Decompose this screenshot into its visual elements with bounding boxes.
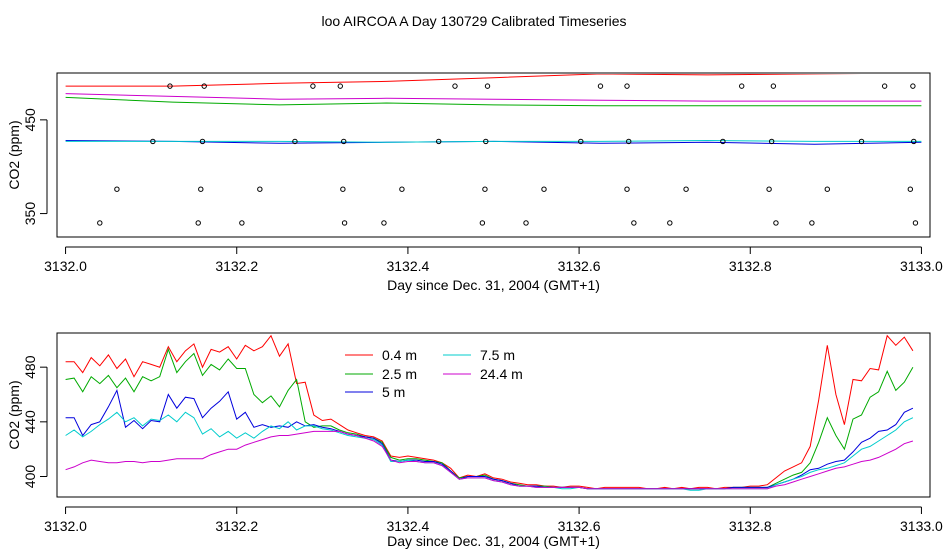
x-tick-label: 3133.0 — [900, 258, 943, 274]
scatter-point — [340, 186, 346, 192]
scatter-point — [381, 220, 387, 226]
scatter-point — [809, 220, 815, 226]
scatter-point — [337, 83, 343, 89]
y-tick-label: 480 — [22, 355, 38, 379]
scatter-point — [631, 220, 637, 226]
scatter-point — [720, 138, 726, 145]
x-tick-label: 3132.2 — [215, 518, 258, 534]
scatter-point — [292, 138, 298, 145]
plot-frame — [56, 72, 931, 238]
y-tick-label: 400 — [22, 465, 38, 489]
x-tick-label: 3132.0 — [44, 258, 87, 274]
scatter-point — [341, 220, 348, 226]
scatter-point — [907, 186, 914, 192]
legend-label: 2.5 m — [382, 366, 417, 382]
scatter-point — [541, 186, 547, 192]
series-line — [65, 139, 922, 143]
x-tick-label: 3132.8 — [729, 518, 772, 534]
scatter-point — [199, 138, 206, 145]
scatter-point — [483, 138, 489, 145]
plot-frame — [56, 332, 931, 498]
x-axis-label: Day since Dec. 31, 2004 (GMT+1) — [387, 277, 600, 293]
scatter-point — [768, 138, 775, 145]
scatter-point — [773, 220, 779, 226]
series-line — [65, 96, 922, 107]
scatter-point — [257, 186, 263, 192]
scatter-point — [479, 220, 486, 226]
scatter-point — [911, 138, 917, 145]
scatter-point — [624, 83, 630, 89]
scatter-point — [523, 220, 529, 226]
x-tick-label: 3132.4 — [386, 258, 429, 274]
scatter-point — [114, 186, 120, 192]
y-tick-label: 350 — [22, 202, 38, 226]
scatter-point — [683, 186, 689, 192]
scatter-point — [482, 186, 488, 192]
x-tick-label: 3132.0 — [44, 518, 87, 534]
y-tick-label: 440 — [22, 410, 38, 434]
x-tick-label: 3132.4 — [386, 518, 429, 534]
legend-label: 24.4 m — [480, 366, 523, 382]
scatter-point — [239, 220, 245, 226]
x-tick-label: 3132.6 — [558, 258, 601, 274]
scatter-point — [858, 138, 865, 145]
x-tick-label: 3133.0 — [900, 518, 943, 534]
scatter-point — [436, 138, 442, 145]
scatter-point — [597, 83, 604, 89]
scatter-point — [881, 83, 888, 89]
scatter-point — [739, 83, 745, 89]
series-line-5-m — [65, 388, 914, 490]
legend-label: 7.5 m — [480, 347, 515, 363]
scatter-point — [341, 138, 347, 145]
scatter-point — [912, 220, 919, 226]
scatter-point — [195, 220, 201, 226]
scatter-point — [824, 186, 830, 192]
series-line-24-4-m — [65, 430, 914, 490]
x-tick-label: 3132.2 — [215, 258, 258, 274]
scatter-point — [667, 220, 673, 226]
scatter-point — [770, 83, 777, 89]
scatter-point — [624, 186, 630, 192]
scatter-point — [452, 83, 458, 89]
scatter-point — [97, 220, 103, 226]
top-panel: 3132.0 3132.2 3132.4 3132.6 3132.8 3133.0 Day … — [6, 72, 943, 293]
scatter-point — [310, 83, 316, 89]
scatter-point — [910, 83, 916, 89]
scatter-point — [484, 83, 491, 89]
scatter-point — [167, 83, 173, 89]
scatter-point — [626, 138, 632, 145]
plot-data — [65, 74, 922, 226]
series-line — [65, 74, 863, 87]
scatter-point — [578, 138, 584, 145]
y-axis-label: CO2 (ppm) — [6, 380, 22, 449]
scatter-point — [150, 138, 156, 145]
scatter-point — [399, 186, 405, 192]
x-tick-label: 3132.8 — [729, 258, 772, 274]
legend-label: 0.4 m — [382, 347, 417, 363]
series-line — [65, 93, 922, 102]
y-tick-label: 450 — [22, 108, 38, 132]
plot-data — [65, 334, 914, 491]
figure-title: loo AIRCOA A Day 130729 Calibrated Times… — [321, 13, 626, 29]
series-line-2-5-m — [65, 347, 914, 490]
scatter-point — [198, 186, 204, 192]
scatter-point — [766, 186, 772, 192]
x-axis-label: Day since Dec. 31, 2004 (GMT+1) — [387, 533, 600, 549]
bottom-panel: 3132.0 3132.2 3132.4 3132.6 3132.8 3133.0 Day … — [6, 332, 943, 549]
y-axis-label: CO2 (ppm) — [6, 120, 22, 189]
x-tick-label: 3132.6 — [558, 518, 601, 534]
series-line-0-4-m — [65, 334, 914, 490]
scatter-point — [201, 83, 207, 89]
legend-label: 5 m — [382, 384, 405, 400]
